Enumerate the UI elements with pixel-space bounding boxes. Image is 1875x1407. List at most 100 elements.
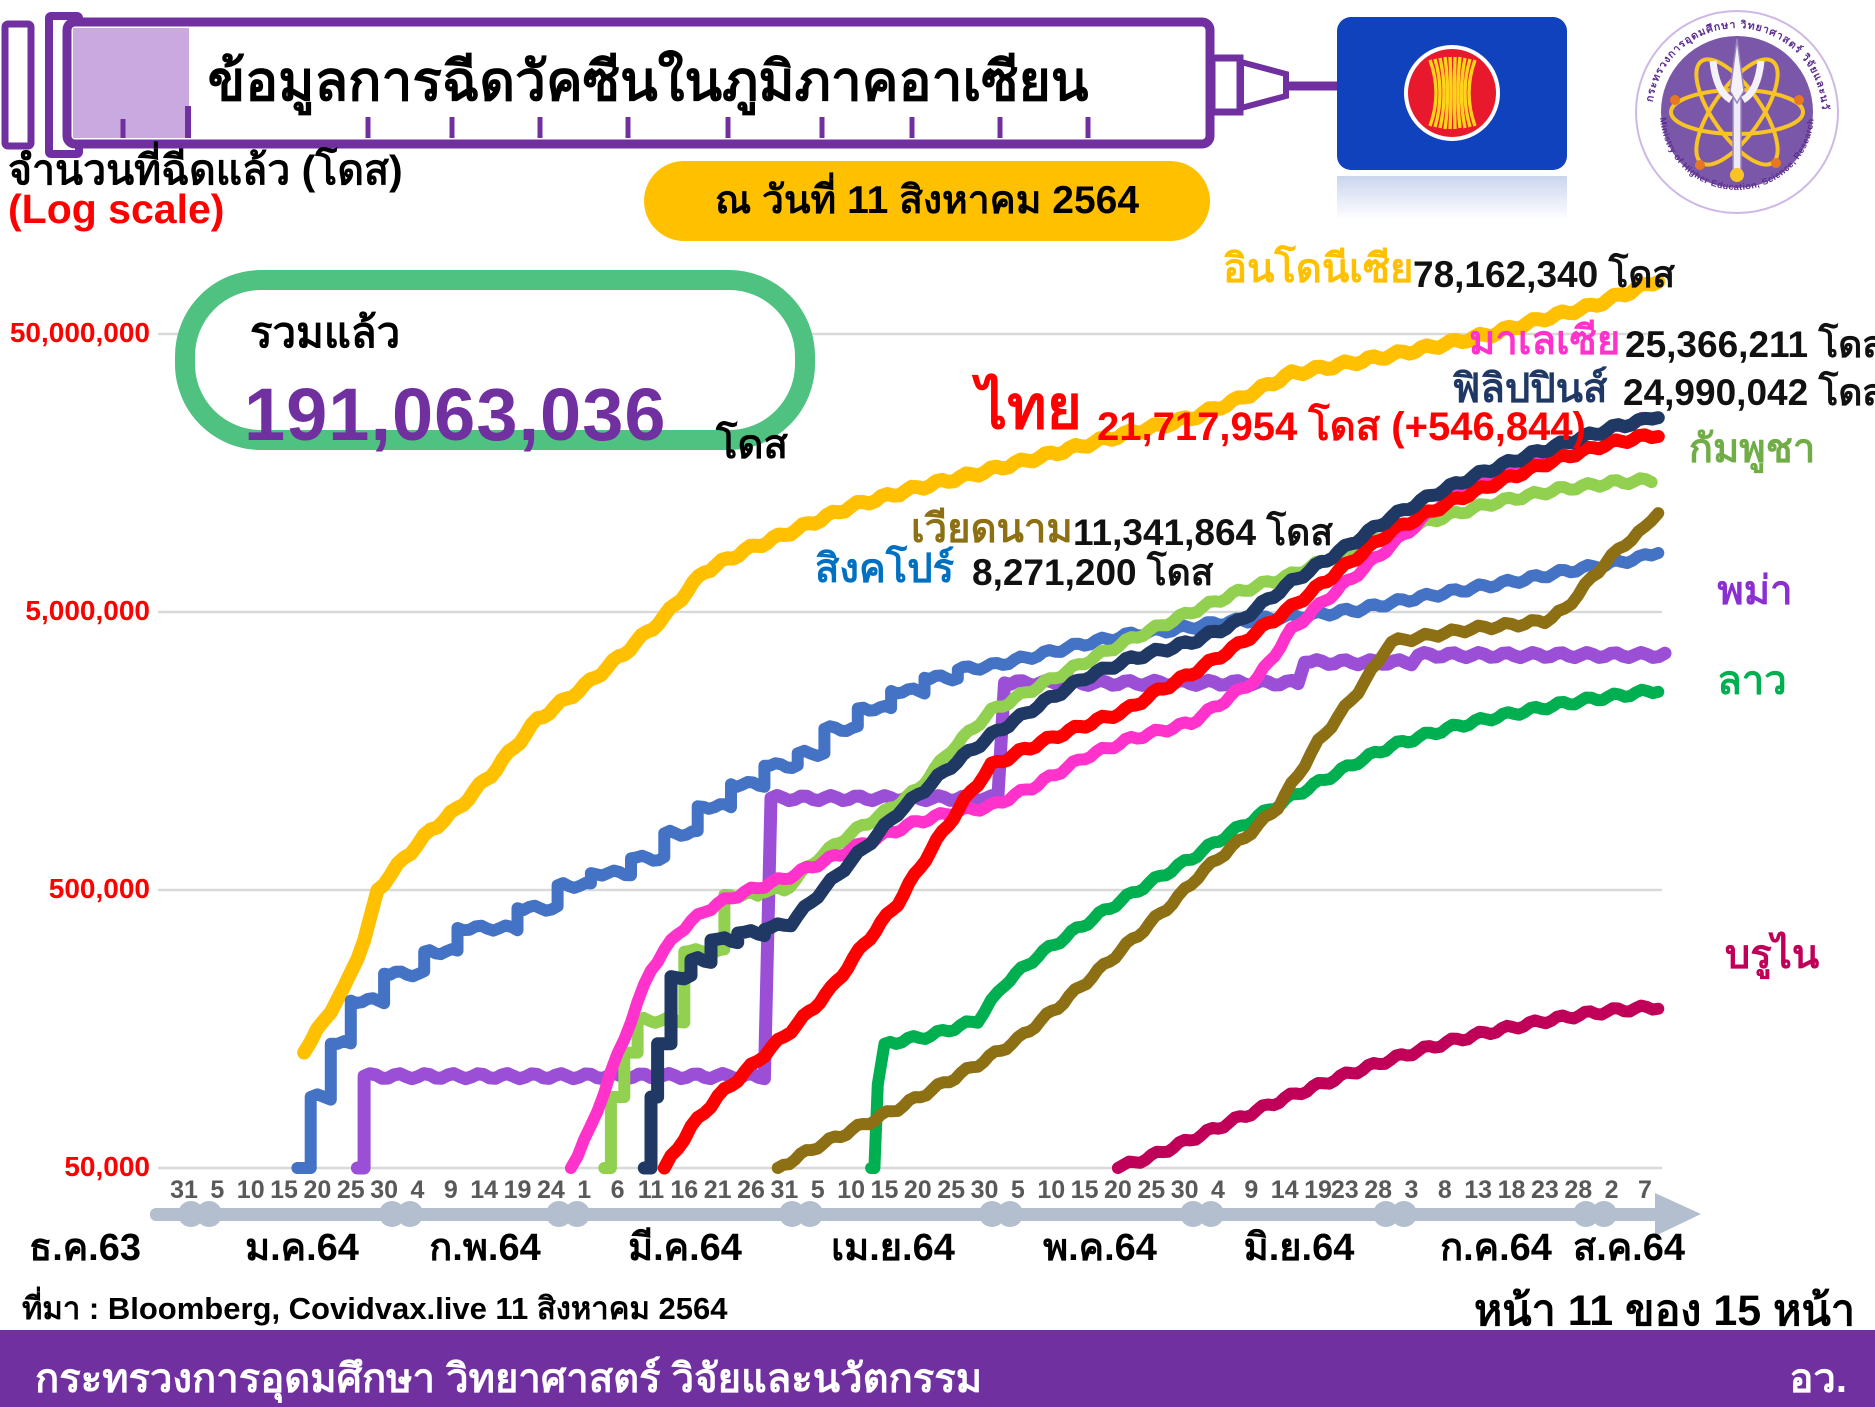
- y-axis-scale-note: (Log scale): [8, 186, 225, 232]
- country-total-malaysia: 25,366,211 โดส: [1625, 324, 1875, 365]
- country-label-vietnam: เวียดนาม: [911, 507, 1073, 551]
- total-value: 191,063,036: [244, 373, 667, 456]
- syringe-needle-base-icon: [1238, 58, 1289, 112]
- country-label-myanmar: พม่า: [1717, 569, 1793, 613]
- month-boundary-bead: [1373, 1201, 1399, 1227]
- month-boundary-bead: [178, 1201, 204, 1227]
- country-label-laos: ลาว: [1717, 659, 1787, 703]
- month-label: พ.ค.64: [1043, 1227, 1157, 1269]
- x-tick-label: 30: [970, 1176, 999, 1204]
- y-axis-title: จำนวนที่ฉีดแล้ว (โดส): [8, 147, 403, 193]
- syringe-scale-ticks-icon: [120, 106, 1091, 138]
- x-tick-label: 20: [303, 1176, 332, 1204]
- month-boundary-bead: [564, 1201, 590, 1227]
- month-boundary-bead: [997, 1201, 1023, 1227]
- x-tick-label: 1: [577, 1176, 592, 1204]
- x-tick-label: 2: [1604, 1176, 1619, 1204]
- series-line-malaysia: [564, 411, 1665, 1174]
- page-indicator: หน้า 11 ของ 15 หน้า: [1473, 1287, 1855, 1335]
- x-tick-label: 30: [370, 1176, 399, 1204]
- country-total-vietnam: 11,341,864 โดส: [1073, 512, 1333, 553]
- footer-ministry-abbr: อว.: [1789, 1357, 1847, 1401]
- x-tick-label: 23: [1530, 1176, 1559, 1204]
- country-total-thailand: 21,717,954 โดส (+546,844): [1097, 405, 1586, 449]
- series-line-thailand: [657, 428, 1665, 1175]
- x-tick-label: 18: [1497, 1176, 1526, 1204]
- month-boundary-bead: [979, 1201, 1005, 1227]
- country-label-cambodia: กัมพูชา: [1688, 427, 1816, 471]
- y-tick-label: 5,000,000: [25, 595, 150, 626]
- x-tick-label: 31: [170, 1176, 198, 1204]
- asean-paddy-sheaf-icon: [1428, 56, 1477, 130]
- country-label-malaysia: มาเลเซีย: [1469, 319, 1621, 363]
- x-tick-label: 20: [903, 1176, 932, 1204]
- month-label: มี.ค.64: [628, 1227, 742, 1269]
- series-line-vietnam: [771, 507, 1665, 1174]
- timeline-arrow-icon: [1655, 1193, 1701, 1236]
- x-tick-label: 16: [670, 1176, 699, 1204]
- total-label: รวมแล้ว: [250, 309, 401, 356]
- y-tick-label: 50,000,000: [9, 317, 150, 348]
- atom-electrons-icon: [1670, 95, 1804, 170]
- x-tick-label: 13: [1464, 1176, 1493, 1204]
- x-tick-label: 25: [1137, 1176, 1166, 1204]
- country-label-brunei: บรูไน: [1724, 933, 1820, 977]
- month-boundary-bead: [397, 1201, 423, 1227]
- month-boundary-bead: [1391, 1201, 1417, 1227]
- month-boundary-bead: [1573, 1201, 1599, 1227]
- syringe-liquid-icon: [73, 28, 189, 138]
- x-tick-label: 23: [1330, 1176, 1359, 1204]
- month-label: ธ.ค.63: [29, 1227, 141, 1269]
- month-label: ม.ค.64: [245, 1227, 359, 1269]
- x-tick-label: 20: [1104, 1176, 1132, 1204]
- x-tick-label: 30: [1170, 1176, 1199, 1204]
- total-unit: โดส: [716, 423, 788, 467]
- x-tick-label: 5: [210, 1176, 225, 1204]
- total-doses-box: [175, 270, 815, 450]
- series-line-philippines: [637, 411, 1665, 1175]
- x-tick-label: 11: [637, 1176, 665, 1204]
- x-tick-label: 15: [270, 1176, 298, 1204]
- month-boundary-bead: [546, 1201, 572, 1227]
- country-total-indonesia: 78,162,340 โดส: [1413, 254, 1675, 295]
- x-tick-label: 10: [837, 1176, 865, 1204]
- month-label: ก.พ.64: [429, 1227, 541, 1269]
- x-tick-label: 14: [1270, 1176, 1299, 1204]
- month-boundary-bead: [1198, 1201, 1224, 1227]
- x-tick-label: 5: [810, 1176, 825, 1204]
- x-tick-label: 3: [1404, 1176, 1419, 1204]
- x-tick-label: 25: [336, 1176, 365, 1204]
- x-tick-label: 6: [610, 1176, 625, 1204]
- x-tick-label: 24: [536, 1176, 565, 1204]
- x-tick-label: 9: [443, 1176, 458, 1204]
- x-tick-label: 10: [236, 1176, 265, 1204]
- country-label-singapore: สิงคโปร์: [815, 547, 955, 591]
- series-line-brunei: [1111, 999, 1665, 1174]
- month-boundary-bead: [1180, 1201, 1206, 1227]
- country-total-philippines: 24,990,042 โดส: [1623, 372, 1875, 413]
- footer-ministry-name: กระทรวงการอุดมศึกษา วิทยาศาสตร์ วิจัยและ…: [35, 1357, 983, 1401]
- month-label: มิ.ย.64: [1243, 1227, 1355, 1269]
- series-line-cambodia: [598, 472, 1658, 1174]
- month-label: ส.ค.64: [1573, 1227, 1685, 1269]
- month-boundary-bead: [779, 1201, 805, 1227]
- x-tick-label: 15: [870, 1176, 899, 1204]
- x-tick-label: 26: [737, 1176, 765, 1204]
- x-tick-label: 5: [1010, 1176, 1025, 1204]
- country-label-indonesia: อินโดนีเซีย: [1223, 247, 1414, 291]
- ministry-logo: กระทรวงการอุดมศึกษา วิทยาศาสตร์ วิจัยและ…: [1630, 5, 1839, 214]
- series-line-indonesia: [297, 274, 1666, 1060]
- country-total-singapore: 8,271,200 โดส: [972, 552, 1214, 593]
- page-title: ข้อมูลการฉีดวัคซีนในภูมิภาคอาเซียน: [208, 49, 1089, 116]
- x-tick-label: 4: [1211, 1176, 1225, 1204]
- x-tick-label: 4: [410, 1176, 425, 1204]
- x-tick-label: 25: [937, 1176, 966, 1204]
- x-tick-label: 28: [1364, 1176, 1392, 1204]
- x-tick-label: 10: [1037, 1176, 1066, 1204]
- month-boundary-bead: [1591, 1201, 1617, 1227]
- country-label-thailand: ไทย: [977, 374, 1082, 441]
- x-tick-label: 8: [1437, 1176, 1452, 1204]
- month-label: เม.ย.64: [831, 1227, 955, 1269]
